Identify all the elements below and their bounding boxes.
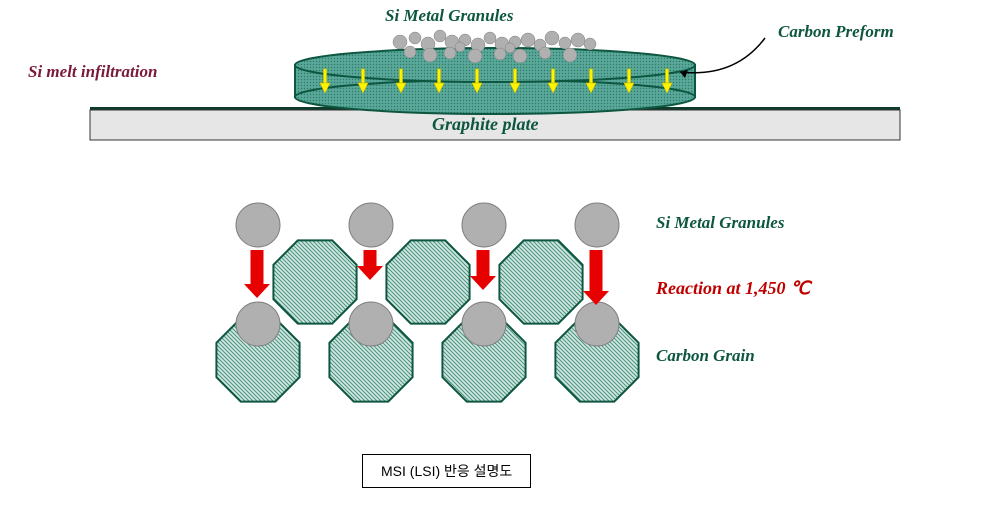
si-granule [559,37,571,49]
si-circle-upper [575,203,619,247]
si-granule [513,49,527,63]
si-granule [455,42,465,52]
si-granule [468,49,482,63]
si-granule [521,33,535,47]
reaction-arrow-head [244,284,270,298]
si-granule [434,30,446,42]
label-reaction: Reaction at 1,450 ℃ [656,278,810,299]
si-circle-lower [236,302,280,346]
si-granule [444,47,456,59]
carbon-grain-octagon [386,240,469,323]
preform-bottom [295,80,695,114]
si-granule [409,32,421,44]
si-circle-upper [349,203,393,247]
label-si-granules-top: Si Metal Granules [385,6,513,26]
si-circle-lower [462,302,506,346]
si-granule [494,48,506,60]
carbon-grain-octagon [273,240,356,323]
label-carbon-grain: Carbon Grain [656,346,755,366]
si-granule [404,46,416,58]
si-circle-upper [236,203,280,247]
reaction-arrow [590,250,603,291]
si-circle-lower [349,302,393,346]
carbon-grain-octagon [499,240,582,323]
si-granule [539,47,551,59]
reaction-arrow [477,250,490,276]
caption-text: MSI (LSI) 반응 설명도 [381,463,512,479]
reaction-arrow-head [470,276,496,290]
si-circle-upper [462,203,506,247]
si-granule [484,32,496,44]
si-granule [505,43,515,53]
si-granule [545,31,559,45]
label-si-melt: Si melt infiltration [28,62,157,82]
caption-box: MSI (LSI) 반응 설명도 [362,454,531,488]
si-granule [423,48,437,62]
si-granule [393,35,407,49]
si-granule [563,48,577,62]
si-circle-lower [575,302,619,346]
label-carbon-preform: Carbon Preform [778,22,894,42]
reaction-arrow [251,250,264,284]
label-graphite-plate: Graphite plate [432,114,539,135]
si-granule [584,38,596,50]
reaction-arrow [364,250,377,266]
reaction-arrow-head [357,266,383,280]
si-granule [571,33,585,47]
label-si-granules-right: Si Metal Granules [656,213,784,233]
reaction-arrow-head [583,291,609,305]
